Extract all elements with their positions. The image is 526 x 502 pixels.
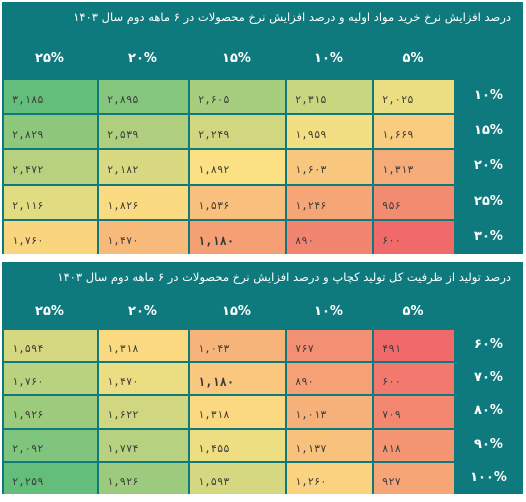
row-header: ۲۰%: [454, 148, 523, 184]
heatmap-cell: ۱,۶۶۹: [374, 115, 454, 149]
column-header: ۵%: [402, 304, 424, 319]
heatmap-cell: ۲,۵۳۹: [99, 115, 188, 149]
row-header: ۲۵%: [454, 183, 523, 219]
heatmap-cell: ۱,۴۵۵: [190, 429, 285, 461]
heatmap-cell: ۲,۲۴۹: [190, 115, 285, 149]
heatmap-cell: ۲,۰۲۵: [374, 80, 454, 114]
row-header: ۹۰%: [454, 427, 523, 461]
column-header: ۲۵%: [35, 51, 64, 66]
heatmap-cell: ۸۹۰: [287, 220, 372, 254]
heatmap-cell: ۱,۴۷۰: [99, 363, 188, 395]
heatmap-cell: ۲,۶۰۵: [190, 80, 285, 114]
heatmap-cell: ۲,۰۹۲: [4, 429, 97, 461]
heatmap-cell: ۱,۸۹۲: [190, 150, 285, 184]
column-header: ۱۰%: [314, 51, 343, 66]
heatmap-cell: ۲,۱۱۶: [4, 185, 97, 219]
row-header: ۷۰%: [454, 361, 523, 395]
column-header: ۵%: [402, 51, 424, 66]
heatmap-cell: ۲,۲۵۹: [4, 462, 97, 494]
heatmap-cell: ۲,۴۷۲: [4, 150, 97, 184]
heatmap-cell: ۱,۳۱۸: [190, 396, 285, 428]
column-header: ۱۵%: [222, 304, 251, 319]
row-header: ۳۰%: [454, 218, 523, 254]
heatmap-cell: ۴۹۱: [374, 330, 454, 362]
heatmap-cell: ۱,۵۳۶: [190, 185, 285, 219]
heatmap-cell: ۶۰۰: [374, 363, 454, 395]
heatmap-cell: ۱,۷۶۰: [4, 363, 97, 395]
heatmap-cell: ۱,۱۳۷: [287, 429, 372, 461]
heatmap-cell: ۱,۰۴۳: [190, 330, 285, 362]
heatmap-cell: ۲,۸۹۵: [99, 80, 188, 114]
column-header-row: ۲۵% ۲۰% ۱۵% ۱۰% ۵%: [2, 296, 523, 328]
heatmap-cell: ۳,۱۸۵: [4, 80, 97, 114]
row-header: ۱۰%: [454, 78, 523, 114]
heatmap-cell: ۱,۰۱۳: [287, 396, 372, 428]
heatmap-title: درصد افزایش نرخ خرید مواد اولیه و درصد ا…: [2, 2, 523, 40]
heatmap-cell: ۱,۸۲۶: [99, 185, 188, 219]
heatmap-title: درصد تولید از ظرفیت کل تولید کچاپ و درصد…: [2, 262, 523, 296]
heatmap-cell: ۱,۳۱۸: [99, 330, 188, 362]
heatmap-cell: ۶۰۰: [374, 220, 454, 254]
heatmap-cell: ۹۵۶: [374, 185, 454, 219]
column-header-row: ۲۵% ۲۰% ۱۵% ۱۰% ۵%: [2, 40, 523, 78]
heatmap-cell: ۱,۴۷۰: [99, 220, 188, 254]
heatmap-cell: ۱,۷۷۴: [99, 429, 188, 461]
heatmap-cell: ۱,۲۴۶: [287, 185, 372, 219]
column-header: ۱۵%: [222, 51, 251, 66]
heatmap-cell: ۸۱۸: [374, 429, 454, 461]
heatmap-cell: ۱,۷۶۰: [4, 220, 97, 254]
heatmap-panel-2: درصد تولید از ظرفیت کل تولید کچاپ و درصد…: [2, 262, 523, 494]
heatmap-cell: ۲,۸۲۹: [4, 115, 97, 149]
heatmap-cell: ۱,۹۵۹: [287, 115, 372, 149]
heatmap-cell: ۱,۲۶۰: [287, 462, 372, 494]
heatmap-cell: ۱,۶۲۲: [99, 396, 188, 428]
heatmap-cell: ۱,۵۹۳: [190, 462, 285, 494]
column-header: ۲۰%: [128, 51, 157, 66]
heatmap-cell: ۱,۱۸۰: [190, 220, 285, 254]
column-header: ۲۰%: [128, 304, 157, 319]
row-header: ۶۰%: [454, 328, 523, 362]
row-header: ۱۵%: [454, 113, 523, 149]
heatmap-panel-1: درصد افزایش نرخ خرید مواد اولیه و درصد ا…: [2, 2, 523, 254]
heatmap-cell: ۱,۵۹۴: [4, 330, 97, 362]
heatmap-cell: ۱,۶۰۳: [287, 150, 372, 184]
heatmap-cell: ۲,۳۱۵: [287, 80, 372, 114]
heatmap-cell: ۱,۱۸۰: [190, 363, 285, 395]
heatmap-cell: ۱,۳۱۳: [374, 150, 454, 184]
heatmap-cell: ۸۹۰: [287, 363, 372, 395]
heatmap-cell: ۷۰۹: [374, 396, 454, 428]
heatmap-cell: ۱,۹۲۶: [99, 462, 188, 494]
column-header: ۲۵%: [35, 304, 64, 319]
column-header: ۱۰%: [314, 304, 343, 319]
row-header: ۱۰۰%: [454, 460, 523, 494]
heatmap-cell: ۷۶۷: [287, 330, 372, 362]
heatmap-cell: ۹۲۷: [374, 462, 454, 494]
heatmap-cell: ۱,۹۲۶: [4, 396, 97, 428]
row-header: ۸۰%: [454, 394, 523, 428]
heatmap-cell: ۲,۱۸۲: [99, 150, 188, 184]
